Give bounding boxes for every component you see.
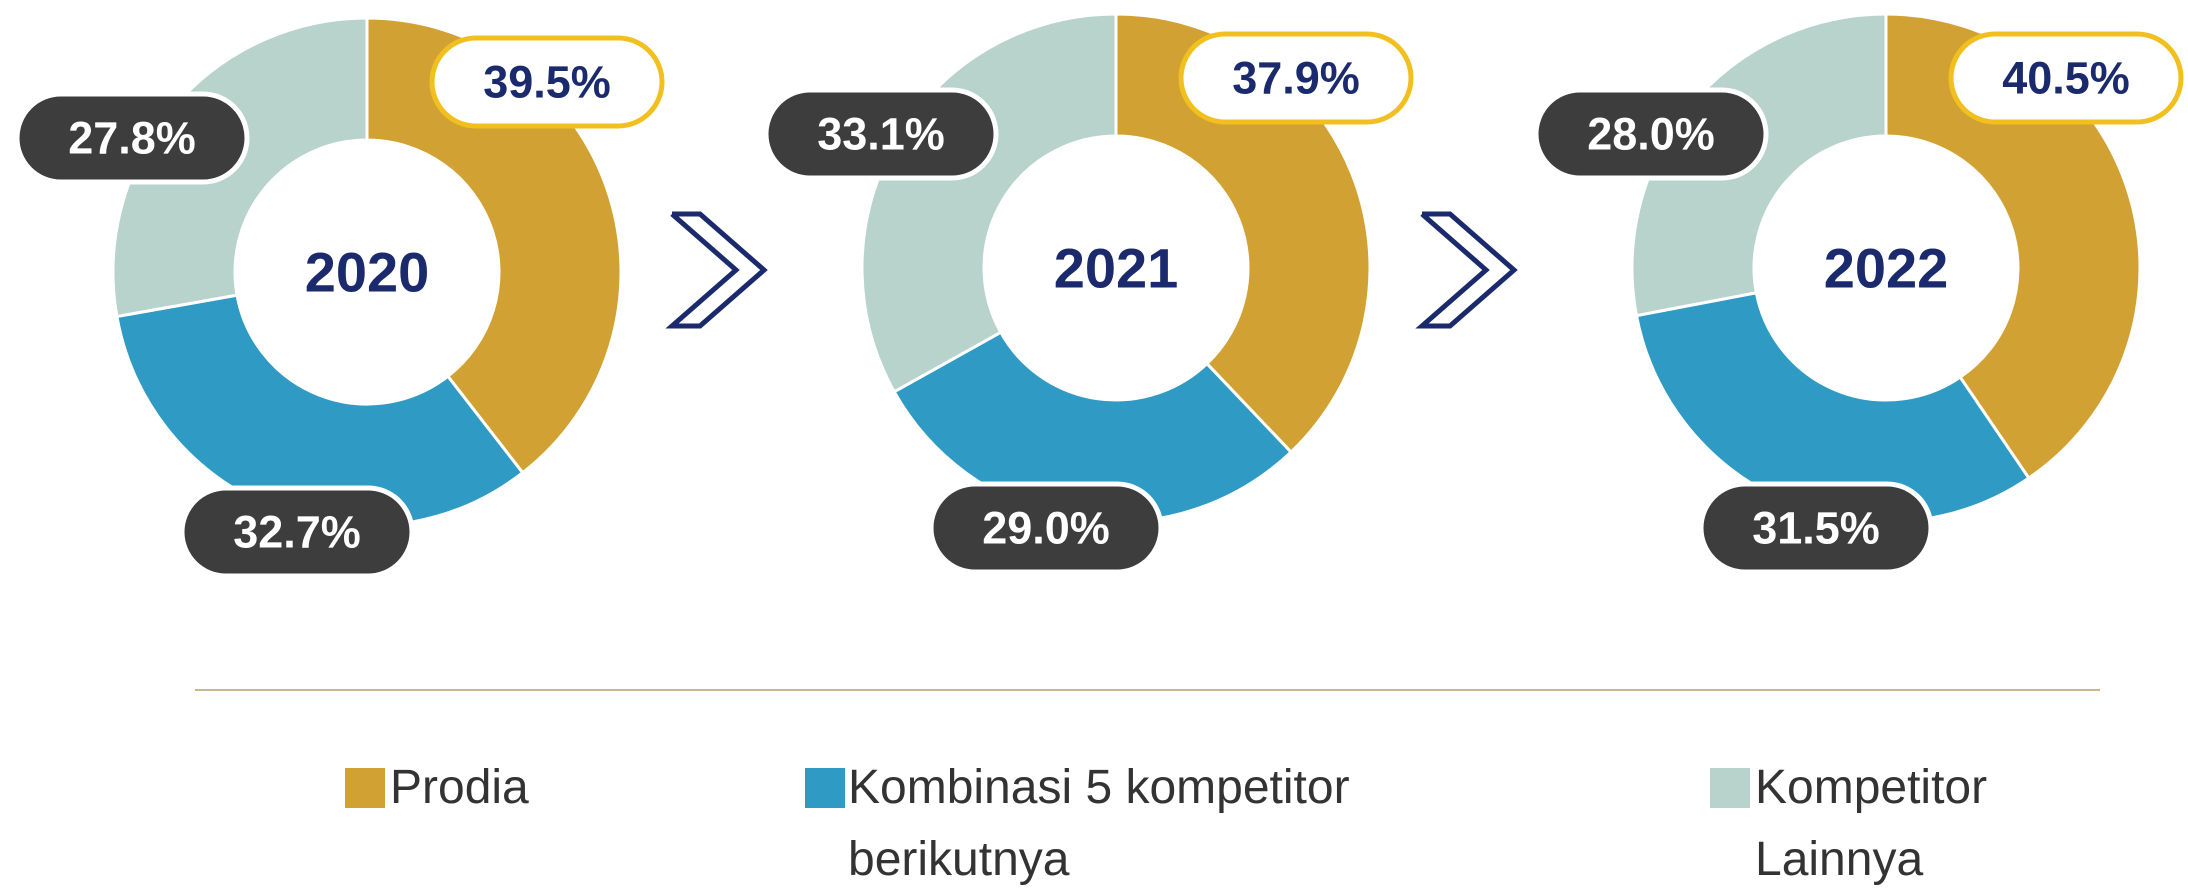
value-pill: 40.5% bbox=[1948, 31, 2184, 125]
legend-label: Prodia bbox=[390, 761, 529, 814]
pill bbox=[1178, 31, 1414, 125]
value-label: 29.0% bbox=[982, 503, 1110, 554]
value-label: 32.7% bbox=[233, 507, 361, 558]
slice bbox=[1630, 12, 1888, 318]
pill bbox=[763, 87, 999, 181]
pill bbox=[14, 91, 250, 185]
pill bbox=[1533, 87, 1769, 181]
legend-label: Kompetitor Lainnya bbox=[1755, 761, 1988, 886]
value-label: 31.5% bbox=[1752, 503, 1880, 554]
value-label: 28.0% bbox=[1587, 109, 1715, 160]
value-label: 37.9% bbox=[1232, 53, 1360, 104]
value-pill: 32.7% bbox=[179, 485, 415, 579]
year-label: 2021 bbox=[1054, 237, 1179, 300]
arrow bbox=[665, 211, 768, 329]
legend-swatch bbox=[1710, 768, 1750, 808]
arrow bbox=[1415, 211, 1518, 329]
value-pill: 37.9% bbox=[1178, 31, 1414, 125]
value-label: 27.8% bbox=[68, 113, 196, 164]
slice bbox=[111, 16, 369, 319]
value-pill: 31.5% bbox=[1698, 481, 1934, 575]
value-pill: 39.5% bbox=[429, 35, 665, 129]
legend-swatch bbox=[805, 768, 845, 808]
slice bbox=[892, 330, 1294, 524]
value-pill: 29.0% bbox=[928, 481, 1164, 575]
pill bbox=[179, 485, 415, 579]
pill bbox=[1698, 481, 1934, 575]
value-pill: 28.0% bbox=[1533, 87, 1769, 181]
pill bbox=[429, 35, 665, 129]
pill bbox=[1948, 31, 2184, 125]
value-label: 40.5% bbox=[2002, 53, 2130, 104]
pill bbox=[928, 481, 1164, 575]
value-pill: 27.8% bbox=[14, 91, 250, 185]
value-label: 39.5% bbox=[483, 57, 611, 108]
year-label: 2022 bbox=[1824, 237, 1949, 300]
slice bbox=[860, 12, 1118, 394]
legend-label: Kombinasi 5 kompetitor berikutnya bbox=[848, 761, 1350, 886]
value-label: 33.1% bbox=[817, 109, 945, 160]
year-label: 2020 bbox=[305, 241, 430, 304]
legend-swatch bbox=[345, 768, 385, 808]
value-pill: 33.1% bbox=[763, 87, 999, 181]
